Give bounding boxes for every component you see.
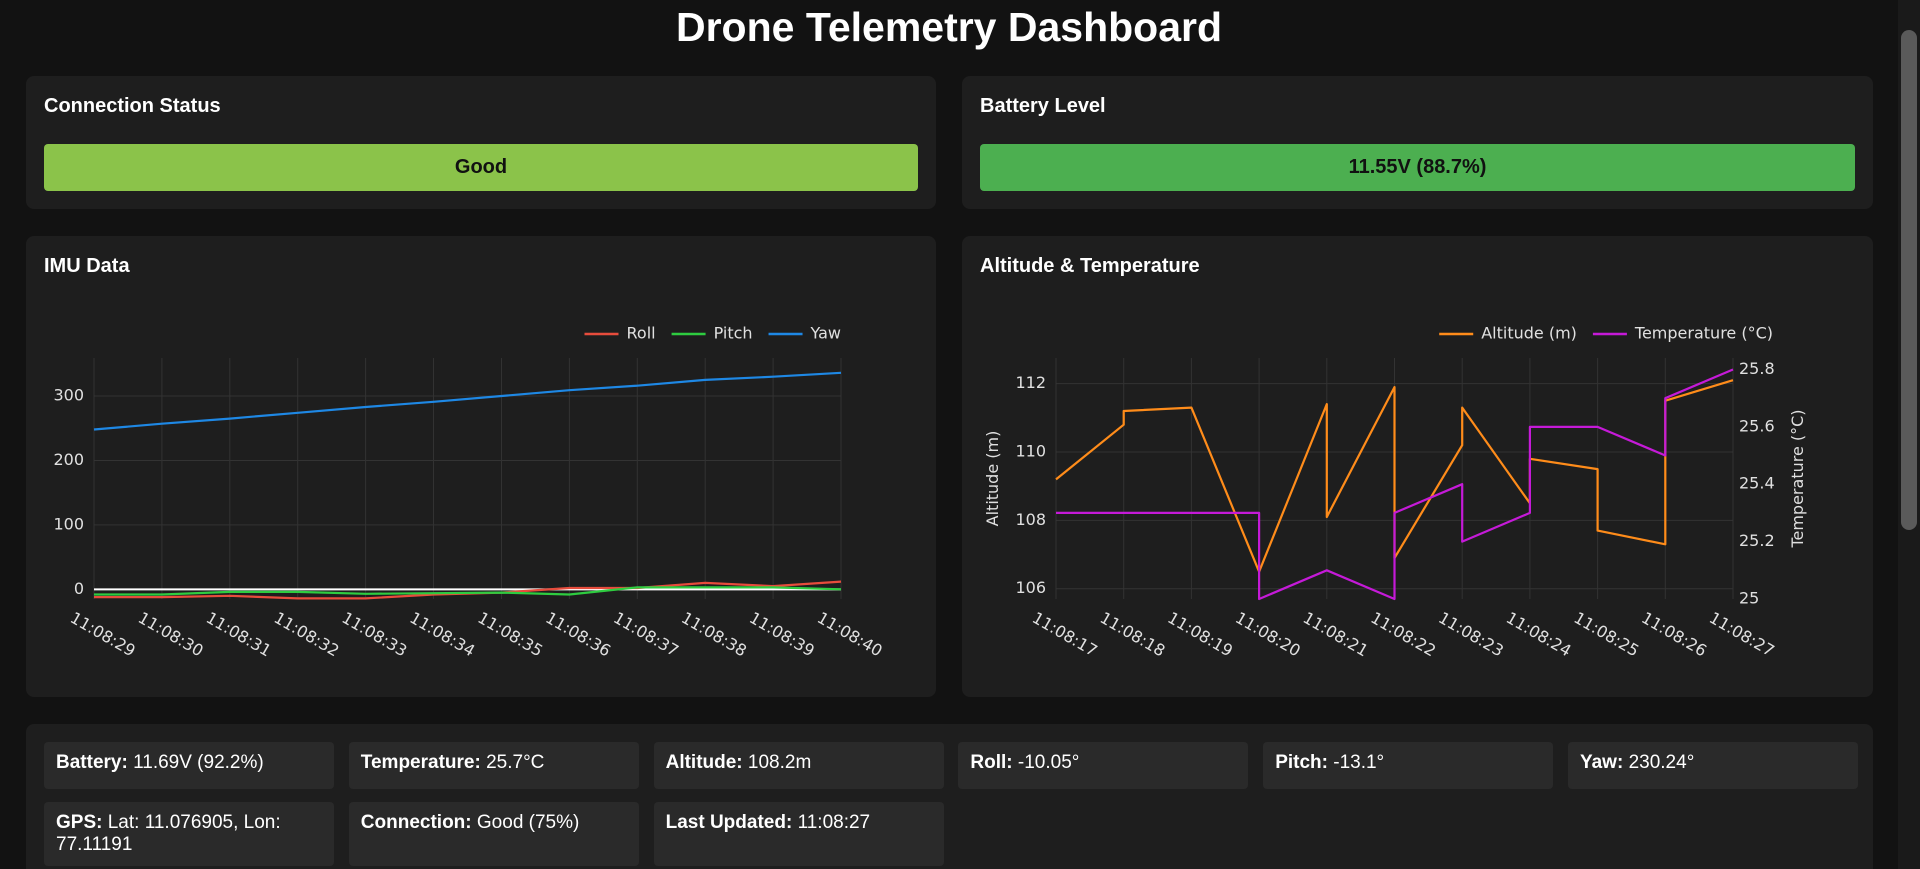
stat-value: Lat: 11.076905, Lon: 77.11191 — [56, 812, 281, 855]
chart-card: Altitude & Temperature — [962, 236, 1873, 697]
stat-cell: Yaw: 230.24° — [1567, 742, 1858, 789]
legend-label: Pitch — [714, 324, 753, 343]
y-tick-label: 106 — [1015, 578, 1046, 597]
stat-label: Temperature: — [360, 752, 481, 773]
y-tick-label: 100 — [53, 514, 84, 533]
x-tick-label: 11:08:33 — [339, 608, 411, 660]
x-tick-label: 11:08:37 — [610, 608, 682, 660]
stat-cell: GPS: Lat: 11.076905, Lon: 77.11191 — [44, 802, 334, 866]
stat-label: Connection: — [360, 812, 472, 833]
y2-axis-title: Temperature (°C) — [1788, 409, 1807, 548]
series-line — [1055, 379, 1734, 573]
series-line — [1056, 368, 1734, 601]
stat-value: 25.7°C — [486, 752, 545, 773]
status-card: Connection Status Good — [26, 76, 936, 209]
stat-value: 11.69V (92.2%) — [133, 752, 264, 773]
x-tick-label: 11:08:36 — [542, 608, 614, 660]
y2-tick-label: 25.4 — [1739, 474, 1775, 493]
scrollbar-thumb[interactable] — [1901, 30, 1917, 530]
y2-tick-label: 25 — [1739, 589, 1759, 608]
stat-label: Roll: — [970, 752, 1013, 773]
y2-tick-label: 25.8 — [1739, 359, 1775, 378]
y2-tick-label: 25.2 — [1739, 531, 1775, 550]
y-tick-label: 110 — [1015, 442, 1046, 461]
legend-label: Roll — [627, 324, 656, 343]
stat-label: Battery: — [56, 752, 128, 773]
chart-title: IMU Data — [44, 255, 130, 277]
page-title: Drone Telemetry Dashboard — [675, 4, 1223, 50]
y-tick-label: 0 — [74, 579, 84, 598]
x-tick-label: 11:08:39 — [746, 608, 818, 660]
x-tick-label: 11:08:25 — [1571, 608, 1643, 660]
chart-title: Altitude & Temperature — [980, 255, 1200, 277]
x-tick-label: 11:08:34 — [407, 608, 479, 660]
x-tick-label: 11:08:40 — [814, 608, 886, 660]
stat-value: 230.24° — [1628, 752, 1695, 773]
y-axis-title: Altitude (m) — [983, 431, 1002, 527]
x-tick-label: 11:08:35 — [474, 608, 546, 660]
x-tick-label: 11:08:27 — [1706, 608, 1778, 660]
stat-value: 11:08:27 — [797, 812, 871, 833]
stat-cell: Battery: 11.69V (92.2%) — [44, 742, 334, 789]
x-tick-label: 11:08:20 — [1232, 608, 1304, 660]
status-card: Battery Level 11.55V (88.7%) — [962, 76, 1873, 209]
x-tick-label: 11:08:24 — [1503, 608, 1575, 660]
stat-cell: Altitude: 108.2m — [653, 742, 944, 789]
stat-cell: Connection: Good (75%) — [348, 802, 639, 866]
x-tick-label: 11:08:22 — [1368, 608, 1440, 660]
stat-value: Good (75%) — [476, 812, 580, 833]
x-tick-label: 11:08:31 — [203, 608, 275, 660]
stat-cell: Temperature: 25.7°C — [348, 742, 639, 789]
stat-cell: Last Updated: 11:08:27 — [653, 802, 944, 866]
x-tick-label: 11:08:21 — [1300, 608, 1372, 660]
legend-label: Temperature (°C) — [1634, 324, 1773, 343]
legend-label: Yaw — [810, 324, 841, 343]
status-bar: Good — [44, 144, 918, 191]
x-tick-label: 11:08:30 — [135, 608, 207, 660]
x-tick-label: 11:08:38 — [678, 608, 750, 660]
series-line — [93, 371, 842, 431]
stat-cell: Roll: -10.05° — [958, 742, 1249, 789]
stats-grid: Battery: 11.69V (92.2%) Temperature: 25.7… — [44, 742, 1858, 866]
x-tick-label: 11:08:26 — [1638, 608, 1710, 660]
y-tick-label: 300 — [53, 386, 84, 405]
y2-tick-label: 25.6 — [1739, 416, 1775, 435]
scrollbar[interactable] — [1898, 0, 1920, 869]
card-title: Battery Level — [980, 95, 1106, 117]
x-tick-label: 11:08:18 — [1097, 608, 1169, 660]
series-line — [94, 586, 842, 596]
x-tick-label: 11:08:29 — [67, 608, 139, 660]
stat-label: Altitude: — [665, 752, 743, 773]
stat-label: Yaw: — [1579, 752, 1624, 773]
stat-value: 108.2m — [747, 752, 812, 773]
y-tick-label: 112 — [1015, 373, 1046, 392]
x-tick-label: 11:08:23 — [1435, 608, 1507, 660]
x-tick-label: 11:08:19 — [1164, 608, 1236, 660]
y-tick-label: 108 — [1015, 510, 1046, 529]
card-title: Connection Status — [44, 95, 221, 117]
legend-label: Altitude (m) — [1481, 324, 1577, 343]
stat-value: -13.1° — [1333, 752, 1385, 773]
stat-cell: Pitch: -13.1° — [1263, 742, 1554, 789]
x-tick-label: 11:08:32 — [271, 608, 343, 660]
chart-card: IMU Data — [26, 236, 936, 697]
stat-label: GPS: — [56, 812, 103, 833]
status-bar: 11.55V (88.7%) — [980, 144, 1855, 191]
x-tick-label: 11:08:17 — [1029, 608, 1101, 660]
stat-value: -10.05° — [1017, 752, 1080, 773]
y-tick-label: 200 — [53, 450, 84, 469]
stat-label: Pitch: — [1275, 752, 1328, 773]
stat-label: Last Updated: — [665, 812, 793, 833]
